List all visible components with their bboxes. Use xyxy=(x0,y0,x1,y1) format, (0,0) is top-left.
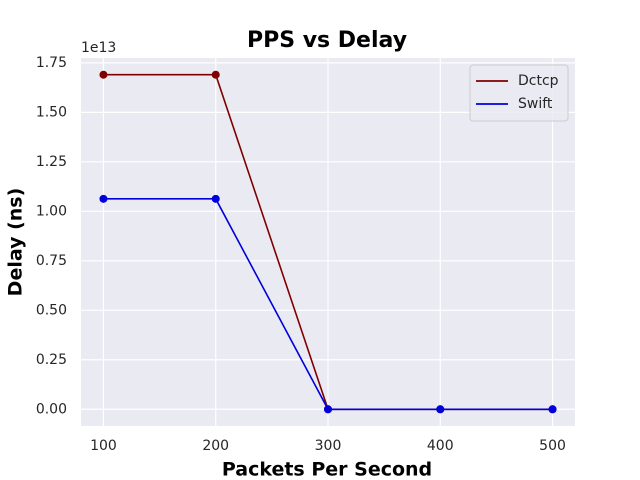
data-point xyxy=(324,405,332,414)
data-point xyxy=(211,194,220,203)
y-tick-label: 1.00 xyxy=(36,203,67,219)
y-tick-label: 1.75 xyxy=(36,55,67,71)
y-tick-label: 0.25 xyxy=(36,352,67,368)
x-tick-label: 200 xyxy=(202,438,229,454)
y-tick-label: 0.75 xyxy=(36,253,67,269)
y-tick-label: 0.00 xyxy=(36,401,67,417)
x-tick-label: 100 xyxy=(90,438,117,454)
y-tick-label: 1.50 xyxy=(36,104,67,120)
y-tick-label: 1.25 xyxy=(36,154,67,170)
data-point xyxy=(436,405,445,414)
data-point xyxy=(99,70,108,79)
legend-box xyxy=(469,64,569,122)
legend-label: Swift xyxy=(518,96,553,112)
legend-label: Dctcp xyxy=(518,73,559,89)
chart-title: PPS vs Delay xyxy=(247,28,407,53)
x-tick-label: 300 xyxy=(315,438,342,454)
data-point xyxy=(99,194,108,203)
data-point xyxy=(211,70,220,79)
y-tick-label: 0.50 xyxy=(36,302,67,318)
x-axis-label: Packets Per Second xyxy=(222,459,432,480)
data-point xyxy=(548,405,557,414)
y-offset-label: 1e13 xyxy=(81,40,116,56)
x-tick-label: 400 xyxy=(427,438,454,454)
y-axis-label: Delay (ns) xyxy=(5,188,27,297)
x-tick-label: 500 xyxy=(539,438,566,454)
